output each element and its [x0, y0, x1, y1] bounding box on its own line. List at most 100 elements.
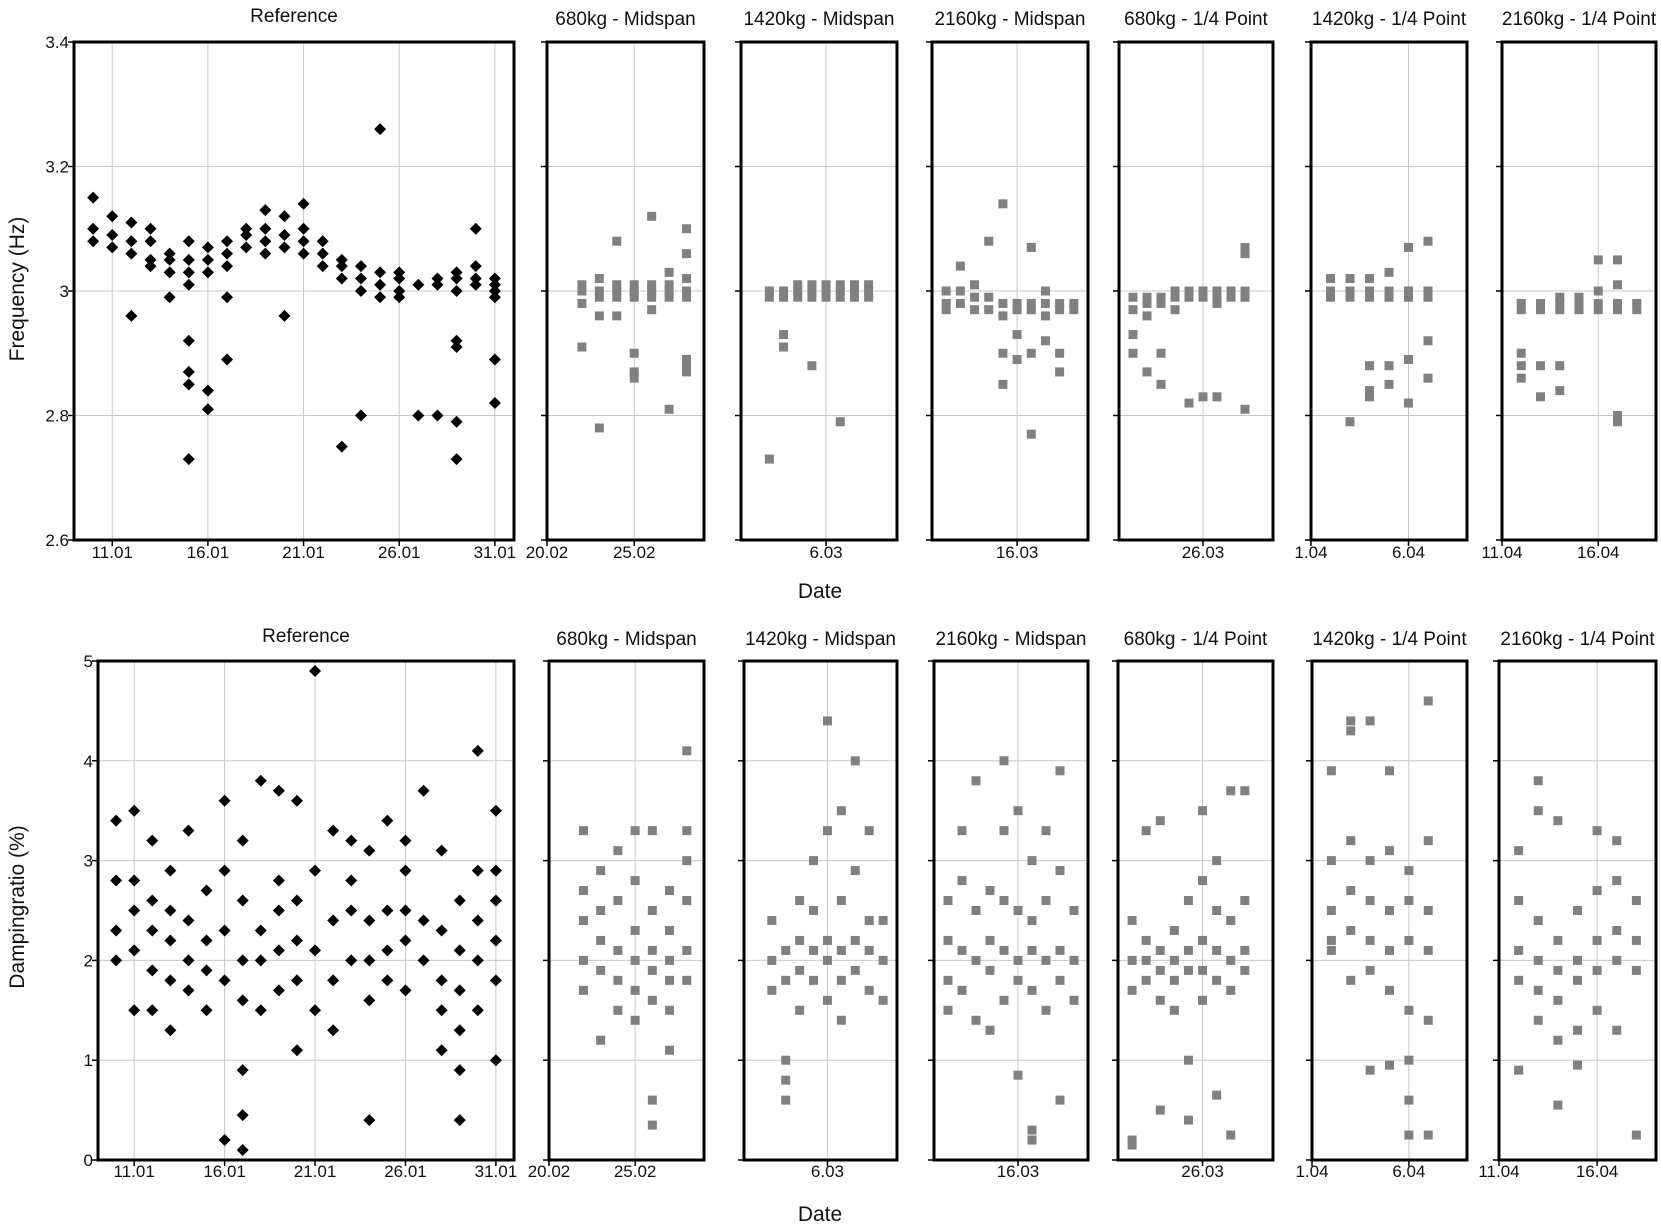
damping-data-point: [1404, 935, 1414, 945]
damping-data-point: [647, 945, 657, 955]
frequency-data-point: [1574, 292, 1584, 302]
frequency-data-point: [182, 278, 195, 291]
frequency-ylabel: Frequency (Hz): [6, 217, 29, 362]
damping-data-point: [647, 995, 657, 1005]
frequency-data-point: [970, 305, 980, 315]
damping-data-point: [1612, 1025, 1622, 1035]
damping-data-point: [943, 896, 953, 906]
damping-data-point: [682, 945, 692, 955]
damping-data-point: [1226, 955, 1236, 965]
frequency-data-point: [1516, 298, 1526, 308]
damping-data-point: [128, 874, 141, 887]
damping-data-point: [1027, 856, 1037, 866]
frequency-x-tick-label: 16.01: [187, 543, 230, 562]
damping-data-point: [290, 794, 303, 807]
damping-y-tick-label: 0: [84, 1151, 93, 1170]
damping-data-point: [1155, 1105, 1165, 1115]
frequency-data-point: [764, 454, 774, 464]
frequency-data-point: [835, 417, 845, 427]
frequency-data-point: [1198, 292, 1208, 302]
frequency-data-point: [488, 291, 501, 304]
damping-data-point: [1514, 896, 1524, 906]
damping-data-point: [1069, 955, 1079, 965]
frequency-data-point: [106, 228, 119, 241]
damping-data-point: [836, 945, 846, 955]
damping-data-point: [1055, 975, 1065, 985]
damping-data-point: [1592, 935, 1602, 945]
damping-data-point: [1533, 806, 1543, 816]
damping-data-point: [578, 915, 588, 925]
frequency-data-point: [278, 210, 291, 223]
damping-data-point: [957, 985, 967, 995]
frequency-data-point: [647, 305, 657, 315]
frequency-data-point: [970, 280, 980, 290]
damping-x-tick-label: 16.03: [997, 1162, 1040, 1181]
frequency-data-point: [1404, 354, 1413, 364]
damping-data-point: [453, 984, 466, 997]
frequency-data-point: [1326, 292, 1335, 302]
damping-data-point: [236, 894, 249, 907]
frequency-data-point: [1613, 280, 1622, 290]
damping-data-point: [1055, 766, 1065, 776]
frequency-data-point: [1128, 292, 1138, 302]
frequency-panel-1: 680kg - Midspan 20.02 25.02: [526, 9, 706, 562]
damping-data-point: [1183, 1055, 1193, 1065]
frequency-data-point: [629, 373, 639, 383]
frequency-data-point: [682, 361, 692, 371]
damping-data-point: [1631, 1130, 1641, 1140]
frequency-data-point: [779, 292, 789, 302]
frequency-data-point: [793, 286, 803, 296]
damping-data-point: [1592, 886, 1602, 896]
damping-data-point: [200, 934, 213, 947]
damping-data-point: [146, 924, 159, 937]
damping-data-point: [1013, 1070, 1023, 1080]
damping-data-point: [878, 915, 888, 925]
damping-data-point: [1365, 716, 1375, 726]
frequency-data-point: [1423, 236, 1433, 246]
frequency-data-point: [144, 222, 157, 235]
frequency-data-point: [1198, 286, 1208, 296]
frequency-data-point: [1069, 305, 1079, 315]
frequency-data-point: [1184, 286, 1194, 296]
frequency-data-point: [682, 367, 692, 377]
frequency-data-point: [1384, 292, 1394, 302]
frequency-data-point: [984, 292, 994, 302]
damping-data-point: [236, 834, 249, 847]
damping-data-point: [164, 934, 177, 947]
frequency-data-point: [1516, 348, 1526, 358]
frequency-data-point: [1555, 361, 1565, 371]
frequency-panel-title: 680kg - 1/4 Point: [1124, 9, 1268, 30]
damping-data-point: [200, 884, 213, 897]
frequency-data-point: [1198, 392, 1208, 402]
damping-data-point: [971, 776, 981, 786]
damping-data-point: [1423, 696, 1433, 706]
damping-data-point: [1553, 1035, 1563, 1045]
damping-data-point: [781, 975, 791, 985]
frequency-data-point: [807, 280, 817, 290]
frequency-data-point: [998, 311, 1008, 321]
damping-panel-title: 2160kg - 1/4 Point: [1500, 629, 1655, 650]
damping-data-point: [327, 974, 340, 987]
frequency-data-point: [297, 235, 310, 248]
frequency-panel-0: Reference 2.6 2.8 3 3.2 3.4 11.01 16.01 21.01 26.…: [45, 6, 516, 562]
damping-data-point: [1404, 1055, 1414, 1065]
damping-data-point: [1141, 955, 1151, 965]
frequency-data-point: [259, 222, 272, 235]
frequency-data-point: [682, 249, 692, 259]
frequency-data-point: [1240, 404, 1250, 414]
damping-data-point: [435, 1044, 448, 1057]
damping-data-point: [985, 935, 995, 945]
frequency-data-point: [374, 123, 387, 136]
damping-data-point: [1404, 896, 1414, 906]
damping-data-point: [999, 756, 1009, 766]
damping-data-point: [272, 904, 285, 917]
damping-data-point: [381, 814, 394, 827]
frequency-data-point: [1365, 392, 1374, 402]
damping-data-point: [1346, 975, 1356, 985]
damping-data-point: [999, 995, 1009, 1005]
damping-data-point: [596, 1035, 606, 1045]
frequency-data-point: [469, 260, 482, 273]
damping-data-point: [218, 794, 231, 807]
frequency-data-point: [612, 286, 622, 296]
damping-data-point: [1212, 945, 1222, 955]
